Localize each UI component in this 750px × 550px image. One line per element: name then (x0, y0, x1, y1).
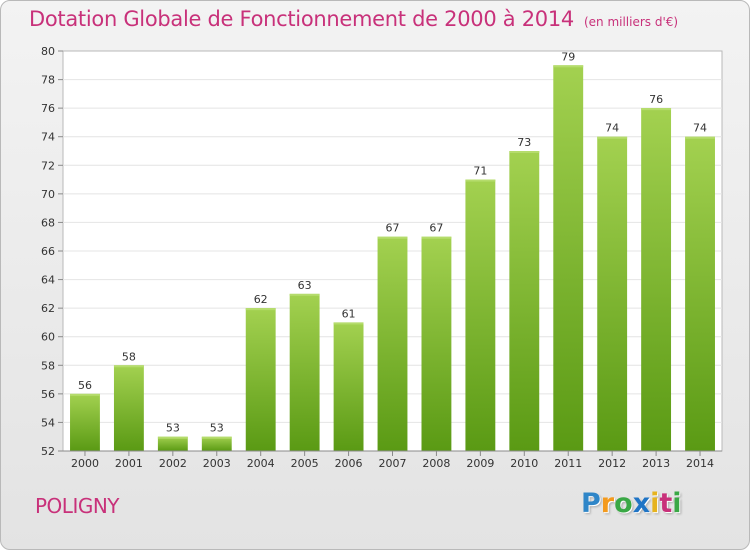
logo-letter: x (632, 488, 651, 519)
y-tick-label: 52 (41, 445, 55, 458)
x-tick-label: 2014 (686, 457, 714, 470)
proxiti-logo: Proxiti (581, 488, 682, 519)
bar (70, 393, 100, 451)
logo-letter: t (659, 488, 673, 519)
bar-value-label: 71 (473, 165, 487, 178)
bar-value-label: 53 (210, 422, 224, 435)
y-tick-label: 72 (41, 159, 55, 172)
bar-value-label: 76 (649, 93, 663, 106)
x-tick-label: 2005 (291, 457, 319, 470)
bar-highlight (157, 436, 188, 439)
bar-highlight (597, 136, 628, 139)
y-tick-label: 66 (41, 245, 55, 258)
x-tick-label: 2013 (642, 457, 670, 470)
bar-value-label: 73 (517, 136, 531, 149)
bar (377, 236, 408, 451)
x-axis: 2000 2001 2002 2003 2004 2005 2006 2007 2008 2009… (63, 450, 722, 470)
logo-letter: i (650, 488, 660, 519)
logo-letter: o (614, 488, 633, 519)
x-tick-label: 2001 (115, 457, 143, 470)
x-tick-label: 2011 (554, 457, 582, 470)
bar-highlight (377, 236, 408, 239)
bar-highlight (70, 393, 100, 396)
logo-letter: i (672, 488, 682, 519)
bar (289, 293, 320, 451)
bar-value-label: 79 (561, 50, 575, 63)
bar (553, 65, 584, 452)
logo-letter: P (581, 488, 601, 519)
bar-value-label: 67 (386, 222, 400, 235)
y-tick-label: 80 (41, 45, 55, 58)
y-tick-label: 56 (41, 388, 55, 401)
y-tick-label: 68 (41, 216, 55, 229)
bar-highlight (685, 136, 715, 139)
bar (157, 436, 188, 451)
x-tick-label: 2006 (335, 457, 363, 470)
x-tick-label: 2008 (422, 457, 450, 470)
bar (333, 322, 364, 451)
y-tick-label: 60 (41, 331, 55, 344)
x-tick-label: 2003 (203, 457, 231, 470)
bar-value-label: 62 (254, 293, 268, 306)
bar (245, 308, 276, 451)
y-tick-label: 74 (41, 131, 55, 144)
x-tick-label: 2010 (510, 457, 538, 470)
bar-value-label: 53 (166, 422, 180, 435)
bar (685, 136, 715, 451)
y-tick-label: 64 (41, 274, 55, 287)
y-tick-label: 54 (41, 416, 55, 429)
bar-highlight (421, 236, 452, 239)
x-tick-label: 2004 (247, 457, 275, 470)
bar-highlight (333, 322, 364, 325)
y-tick-label: 78 (41, 74, 55, 87)
bar-highlight (509, 151, 540, 153)
bar-highlight (245, 308, 276, 311)
y-tick-label: 76 (41, 102, 55, 115)
bar-value-label: 67 (429, 222, 443, 235)
chart-title: Dotation Globale de Fonctionnement de 20… (29, 7, 574, 31)
chart-title-block: Dotation Globale de Fonctionnement de 20… (29, 7, 678, 31)
x-tick-label: 2012 (598, 457, 626, 470)
bar-highlight (465, 179, 496, 182)
bar (421, 236, 452, 451)
bar (509, 151, 540, 451)
bar (641, 108, 672, 452)
x-tick-label: 2007 (379, 457, 407, 470)
bar (201, 436, 232, 451)
bar-highlight (553, 65, 584, 68)
y-tick-label: 70 (41, 188, 55, 201)
y-tick-label: 58 (41, 359, 55, 372)
bar (597, 136, 628, 451)
bar-highlight (641, 108, 672, 111)
x-tick-label: 2002 (159, 457, 187, 470)
bar (113, 365, 144, 451)
bar-value-label: 56 (78, 379, 92, 392)
x-tick-label: 2000 (71, 457, 99, 470)
bar-value-label: 58 (122, 350, 136, 363)
bar-highlight (113, 365, 144, 368)
y-axis: 52 54 56 58 60 62 64 66 68 70 72 74 76 78 80 (41, 45, 63, 458)
bar-highlight (201, 436, 232, 439)
logo-letter: r (600, 488, 615, 519)
bar-value-label: 61 (342, 307, 356, 320)
bars: 56 58 53 53 62 63 61 67 67 71 73 79 74 76 74 (70, 50, 715, 452)
x-tick-label: 2009 (466, 457, 494, 470)
bar-value-label: 74 (605, 122, 619, 135)
chart-unit: (en milliers d'€) (583, 15, 679, 29)
bar-value-label: 63 (298, 279, 312, 292)
bar-value-label: 74 (693, 122, 707, 135)
bar-highlight (289, 293, 320, 296)
y-tick-label: 62 (41, 302, 55, 315)
bar (465, 179, 496, 452)
commune-name: POLIGNY (35, 494, 120, 518)
